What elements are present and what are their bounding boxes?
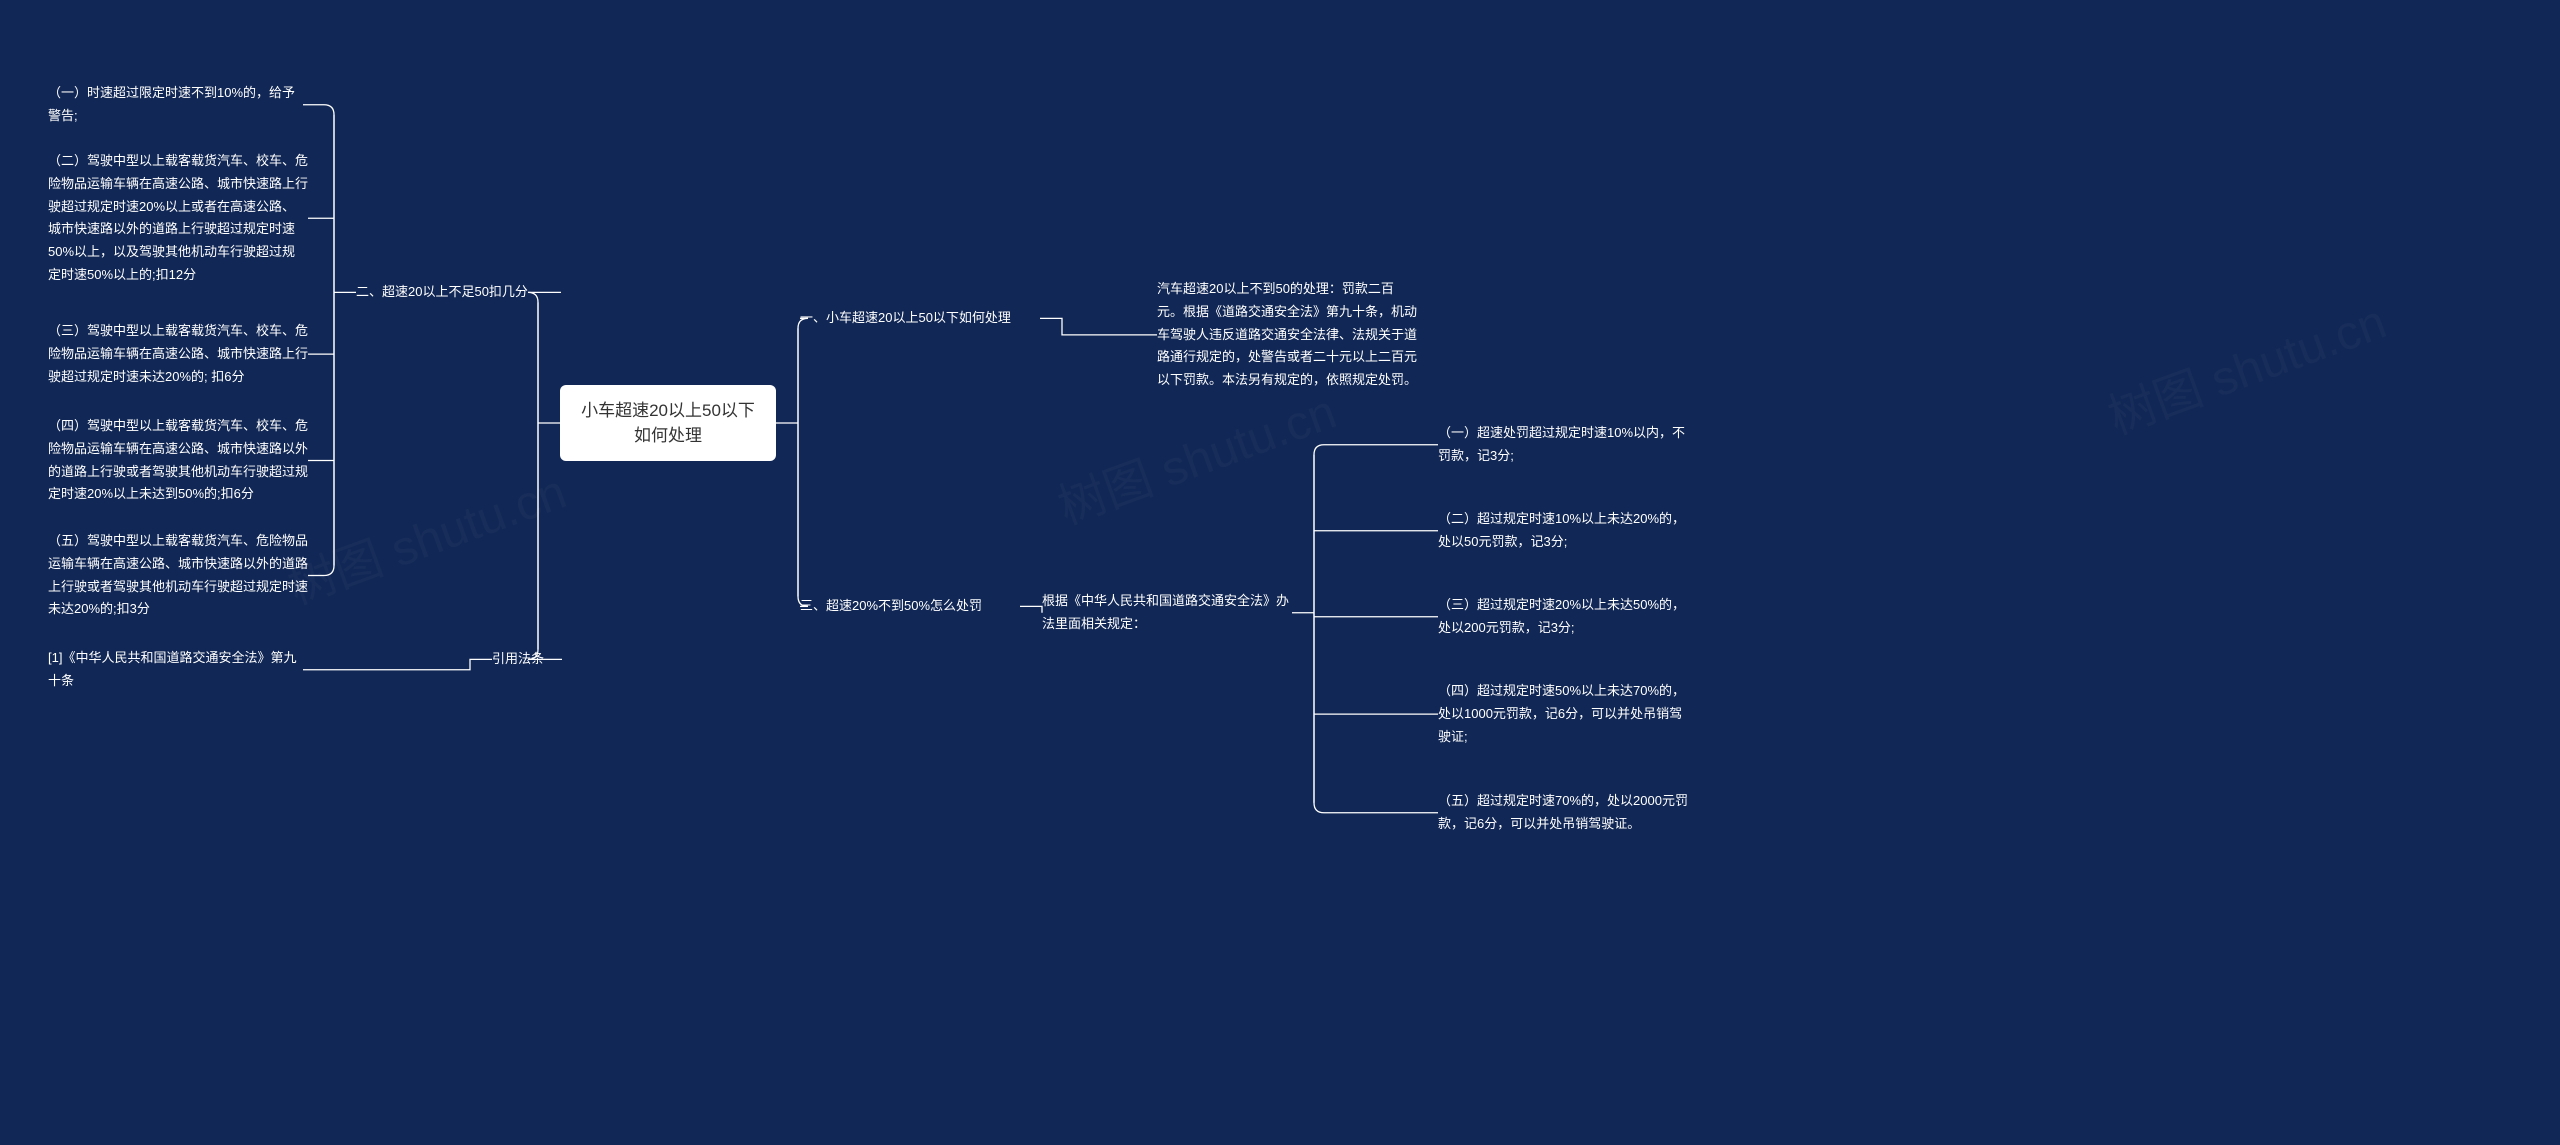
root-node: 小车超速20以上50以下如何处理: [560, 385, 776, 461]
leaf-node: （一）超速处罚超过规定时速10%以内，不罚款，记3分;: [1438, 422, 1693, 468]
watermark: 树图 shutu.cn: [277, 452, 574, 617]
leaf-node: （一）时速超过限定时速不到10%的，给予警告;: [48, 82, 303, 128]
leaf-node: （二）超过规定时速10%以上未达20%的，处以50元罚款，记3分;: [1438, 508, 1693, 554]
watermark: 树图 shutu.cn: [1047, 372, 1344, 537]
leaf-node: 根据《中华人民共和国道路交通安全法》办法里面相关规定：: [1042, 590, 1292, 636]
watermark: 树图 shutu.cn: [2097, 282, 2394, 447]
leaf-node: （四）超过规定时速50%以上未达70%的，处以1000元罚款，记6分，可以并处吊…: [1438, 680, 1693, 748]
branch-node: 引用法条: [492, 648, 562, 671]
branch-node: 三、超速20%不到50%怎么处罚: [800, 595, 1020, 618]
leaf-node: （五）驾驶中型以上载客载货汽车、危险物品运输车辆在高速公路、城市快速路以外的道路…: [48, 530, 308, 621]
leaf-node: 汽车超速20以上不到50的处理：罚款二百元。根据《道路交通安全法》第九十条，机动…: [1157, 278, 1417, 392]
root-label: 小车超速20以上50以下如何处理: [574, 398, 762, 449]
branch-node: 一、小车超速20以上50以下如何处理: [800, 307, 1040, 330]
leaf-node: （五）超过规定时速70%的，处以2000元罚款，记6分，可以并处吊销驾驶证。: [1438, 790, 1693, 836]
leaf-node: （四）驾驶中型以上载客载货汽车、校车、危险物品运输车辆在高速公路、城市快速路以外…: [48, 415, 308, 506]
leaf-node: [1]《中华人民共和国道路交通安全法》第九十条: [48, 647, 303, 693]
leaf-node: （三）驾驶中型以上载客载货汽车、校车、危险物品运输车辆在高速公路、城市快速路上行…: [48, 320, 308, 388]
connectors-svg: [0, 0, 2560, 1145]
leaf-node: （二）驾驶中型以上载客载货汽车、校车、危险物品运输车辆在高速公路、城市快速路上行…: [48, 150, 308, 287]
branch-node: 二、超速20以上不足50扣几分: [356, 281, 561, 304]
leaf-node: （三）超过规定时速20%以上未达50%的，处以200元罚款，记3分;: [1438, 594, 1693, 640]
